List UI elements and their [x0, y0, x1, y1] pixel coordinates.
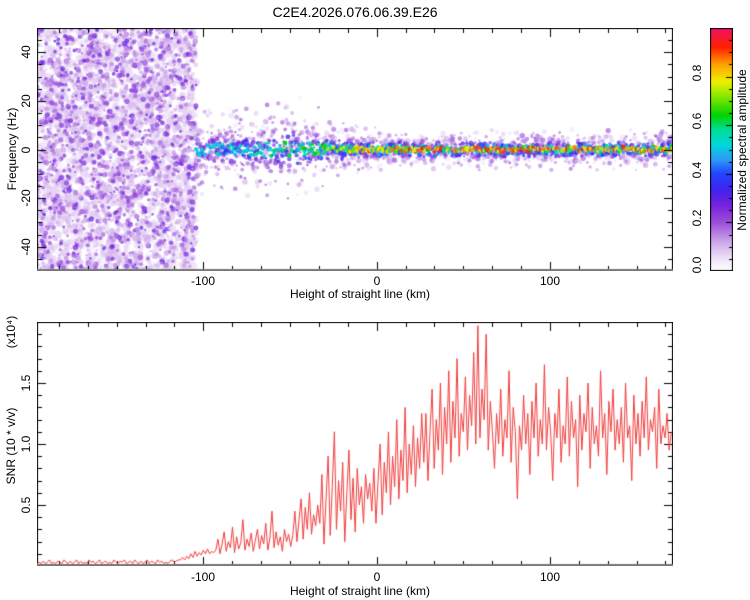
y-tick-label: -40 [19, 238, 33, 256]
colorbar-tick-label: 0.0 [690, 256, 704, 274]
spectrogram-canvas [37, 28, 673, 271]
snr-scale-label: (x10⁴) [4, 315, 18, 349]
y-tick-label: 0.5 [19, 496, 33, 514]
y-tick-label: 20 [19, 94, 33, 108]
y-tick-label: 1.0 [19, 435, 33, 453]
colorbar-tick-label: 0.6 [690, 112, 704, 130]
x-tick-label: 100 [539, 570, 561, 584]
colorbar [710, 28, 733, 271]
figure-title: C2E4.2026.076.06.39.E26 [272, 4, 438, 20]
y-tick-label: 0 [19, 146, 33, 154]
colorbar-axis-label: Normalized spectral amplitude [735, 69, 749, 231]
frequency-axis-label: Frequency (Hz) [5, 107, 19, 191]
y-tick-label: 40 [19, 45, 33, 59]
colorbar-tick-label: 0.2 [690, 209, 704, 227]
height-axis-label-top: Height of straight line (km) [289, 287, 431, 301]
spectrogram-panel [37, 28, 673, 271]
snr-axis-label: SNR (10 * v/v) [4, 407, 18, 485]
y-tick-label: -20 [19, 189, 33, 207]
x-tick-label: 100 [539, 274, 561, 288]
y-tick-label: 1.5 [19, 374, 33, 392]
x-tick-label: 0 [373, 570, 381, 584]
colorbar-tick-label: 0.4 [690, 161, 704, 179]
snr-panel [37, 322, 673, 566]
height-axis-label-bottom: Height of straight line (km) [289, 584, 431, 598]
colorbar-canvas [710, 28, 733, 271]
x-tick-label: 0 [373, 274, 381, 288]
snr-canvas [37, 322, 673, 566]
x-tick-label: -100 [190, 570, 216, 584]
colorbar-tick-label: 0.8 [690, 64, 704, 82]
x-tick-label: -100 [190, 274, 216, 288]
